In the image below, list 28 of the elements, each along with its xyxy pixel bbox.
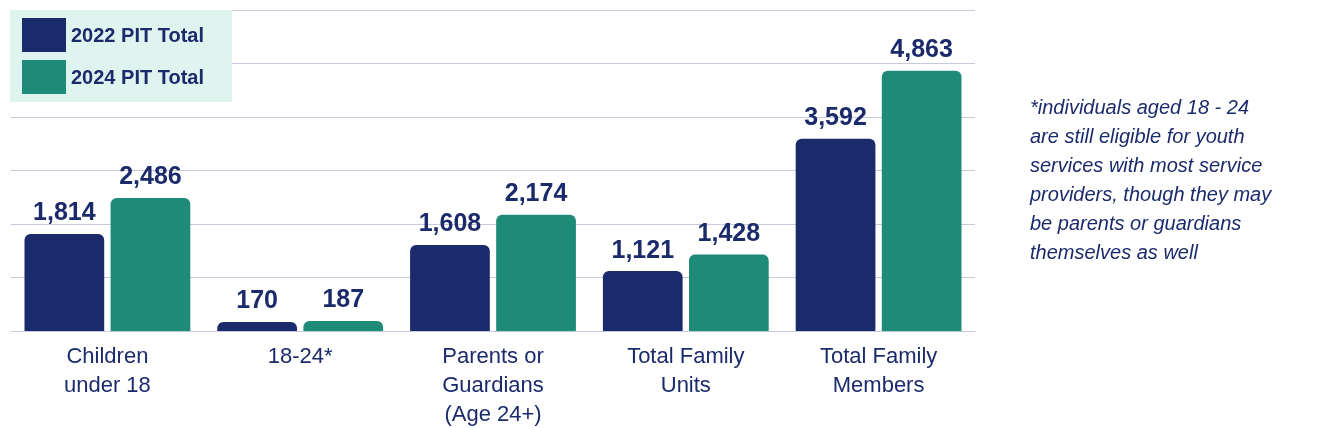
x-tick-label: Total Family Members [819,343,938,397]
legend-label: 2024 PIT Total [71,66,205,88]
x-tick-label: 18-24* [267,343,334,368]
data-label: 187 [322,284,365,313]
bar [24,233,105,331]
bar [110,198,191,331]
bar [602,271,683,331]
bar [410,244,490,331]
bar [217,321,298,331]
bar [688,254,769,331]
data-label: 170 [236,285,279,314]
bar [496,214,576,331]
data-label: 1,121 [611,234,675,263]
data-label: 4,863 [890,34,953,63]
x-tick-label: Children under 18 [63,343,151,397]
data-label: 3,592 [804,102,867,131]
data-label: 1,608 [418,208,482,237]
data-label: 2,174 [504,178,568,207]
text: *individuals aged 18 - 24 are still eligible for youth services with most service providers, though they may be parents or guardians themselves as well [1029,95,1273,263]
data-label: 1,428 [697,218,761,247]
x-tick-label: Total Family Units [627,343,745,397]
legend-label: 2022 PIT Total [71,24,205,46]
data-label: 1,814 [33,197,96,226]
data-label: 2,486 [119,161,182,190]
bar [303,321,384,331]
bar [881,70,962,331]
x-tick-label: Parents or Guardians (Age 24+) [442,343,544,426]
bar [795,138,876,331]
